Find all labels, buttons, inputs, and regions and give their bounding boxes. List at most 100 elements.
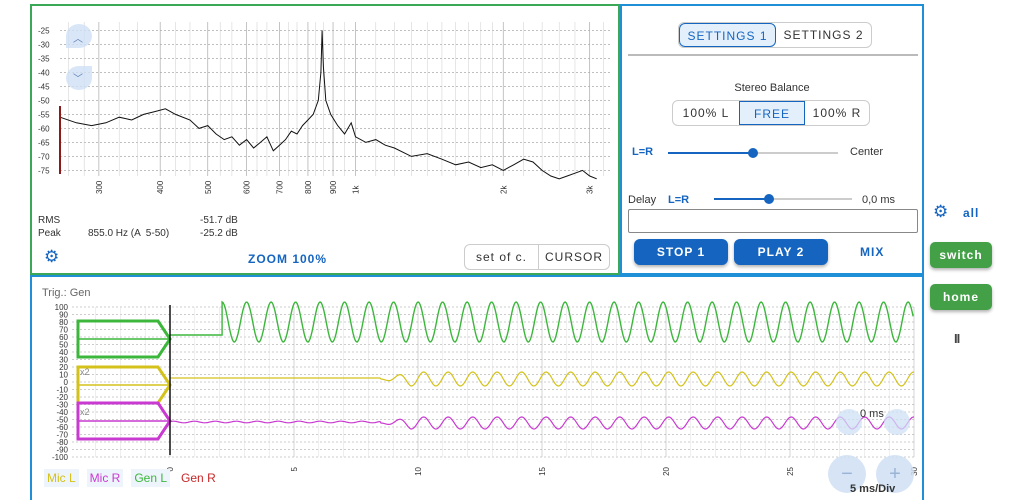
x-tick-label: 0 [166,466,175,471]
y-tick-label: -75 [38,166,50,175]
chevron-up-icon: ︿ [73,34,83,45]
y-tick-label: 100 [55,303,69,312]
x-tick-label: 25 [786,466,795,475]
legend-gen-l[interactable]: Gen L [131,469,171,487]
y-tick-label: 30 [59,356,68,365]
legend-mic-r[interactable]: Mic R [86,469,124,487]
all-button[interactable]: all [963,206,980,220]
balance-left-button[interactable]: 100% L [682,106,730,120]
zoom-in-time-button[interactable]: + [876,455,914,493]
y-tick-label: -25 [38,26,50,35]
y-tick-label: -45 [38,82,50,91]
delay-slider-thumb[interactable] [764,194,775,204]
x-tick-label: 3k [586,185,595,194]
time-offset-label: 0 ms [860,408,884,420]
x-tick-label: 10 [414,466,423,475]
legend-gen-r[interactable]: Gen R [181,471,216,485]
spectrum-series-line [59,30,597,180]
x-tick-label: 300 [95,180,104,194]
settings-panel: SETTINGS 1 SETTINGS 2 Stereo Balance 100… [620,4,924,275]
zoom-out-time-button[interactable]: − [828,455,866,493]
cursor-button[interactable]: CURSOR [544,250,603,264]
y-tick-label: -100 [52,453,69,462]
oscilloscope-chart: 1009080706050403020100-10-20-30-40-50-60… [52,300,919,476]
y-tick-label: -60 [38,124,50,133]
x-tick-label: 2k [499,185,508,194]
set-of-cursors-button[interactable]: set of c. [465,245,539,269]
yellow-scale-label: x2 [80,367,90,377]
balance-slider-thumb[interactable] [748,148,758,158]
gear-icon[interactable]: ⚙ [44,247,60,266]
trigger-label: Trig.: Gen [42,287,91,299]
y-tick-label: -30 [38,40,50,49]
y-tick-label: 0 [64,378,69,387]
y-tick-label: -90 [56,446,68,455]
delay-input-field[interactable] [628,209,918,233]
settings-tabs: SETTINGS 1 SETTINGS 2 [678,22,872,48]
home-button[interactable]: home [930,284,992,310]
oscilloscope-panel: Trig.: Gen 100 90 80 70 60 50 40 30 20 10 0 -10 -20-… [30,275,924,500]
y-tick-label: -70 [56,431,68,440]
rms-label: RMS [38,215,61,226]
gear-icon[interactable]: ⚙ [933,202,949,221]
scroll-right-control[interactable] [884,409,910,435]
scroll-left-control[interactable] [836,409,862,435]
y-tick-label: 80 [59,318,68,327]
tab-settings-1[interactable]: SETTINGS 1 [679,23,776,47]
x-tick-label: 15 [538,466,547,475]
delay-slider-fill [714,198,770,200]
legend-mic-l[interactable]: Mic L [44,469,79,487]
x-tick-label: 20 [662,466,671,475]
balance-slider-fill [668,152,753,154]
x-tick-label: 1k [352,185,361,194]
magenta-scale-label: x2 [80,407,90,417]
delay-slider[interactable] [714,194,852,204]
y-tick-label: 90 [59,311,68,320]
mix-button[interactable]: MIX [860,245,885,259]
zoom-in-control[interactable] [66,24,92,48]
zoom-button[interactable]: ZOOM 100% [248,252,328,266]
spectrum-chart: -25 -30 -35 -40 -45 -50 -55 -60 -65 -70 -75 300 400… [38,22,610,194]
y-tick-label: -50 [56,416,68,425]
y-tick-label: -10 [56,386,68,395]
x-tick-label: 900 [329,180,338,194]
stereo-balance-label: Stereo Balance [734,82,810,94]
x-tick-label: 400 [156,180,165,194]
switch-button[interactable]: switch [930,242,992,268]
y-tick-label: -60 [56,423,68,432]
balance-right-button[interactable]: 100% R [812,106,862,120]
center-label: Center [850,146,884,158]
y-tick-label: 40 [59,348,68,357]
play-2-button[interactable]: PLAY 2 [734,239,828,265]
tab-settings-2[interactable]: SETTINGS 2 [783,28,864,42]
chevron-down-icon: ﹀ [73,74,83,85]
peak-value: -25.2 dB [200,228,238,239]
zoom-out-control[interactable] [66,66,92,90]
gen-l-channel-marker [76,319,172,359]
peak-label: Peak [38,228,61,239]
balance-free-button[interactable]: FREE [739,101,805,125]
mic-r-waveform [169,416,915,430]
mic-l-channel-marker [76,365,172,405]
legend: Mic L Mic R Gen L Gen R [44,469,219,487]
stop-1-button[interactable]: STOP 1 [634,239,728,265]
pause-icon[interactable]: II [954,331,960,346]
y-tick-label: -35 [38,54,50,63]
x-tick-label: 700 [275,180,284,194]
y-tick-label: -70 [38,152,50,161]
balance-slider[interactable] [668,148,838,158]
mic-r-channel-marker [76,401,172,441]
time-division-label: 5 ms/Div [850,483,896,495]
cursor-toggle-group: set of c. CURSOR [464,244,610,270]
delay-lr-label: L=R [668,194,690,206]
y-tick-label: -65 [38,138,50,147]
gen-l-waveform [170,300,914,343]
x-tick-label: 600 [243,180,252,194]
balance-mode-group: 100% L FREE 100% R [672,100,870,126]
rms-value: -51.7 dB [200,215,238,226]
y-tick-label: 70 [59,326,68,335]
y-tick-label: -40 [38,68,50,77]
delay-label: Delay [628,194,657,206]
tabs-divider [628,54,918,56]
y-tick-label: 20 [59,363,68,372]
